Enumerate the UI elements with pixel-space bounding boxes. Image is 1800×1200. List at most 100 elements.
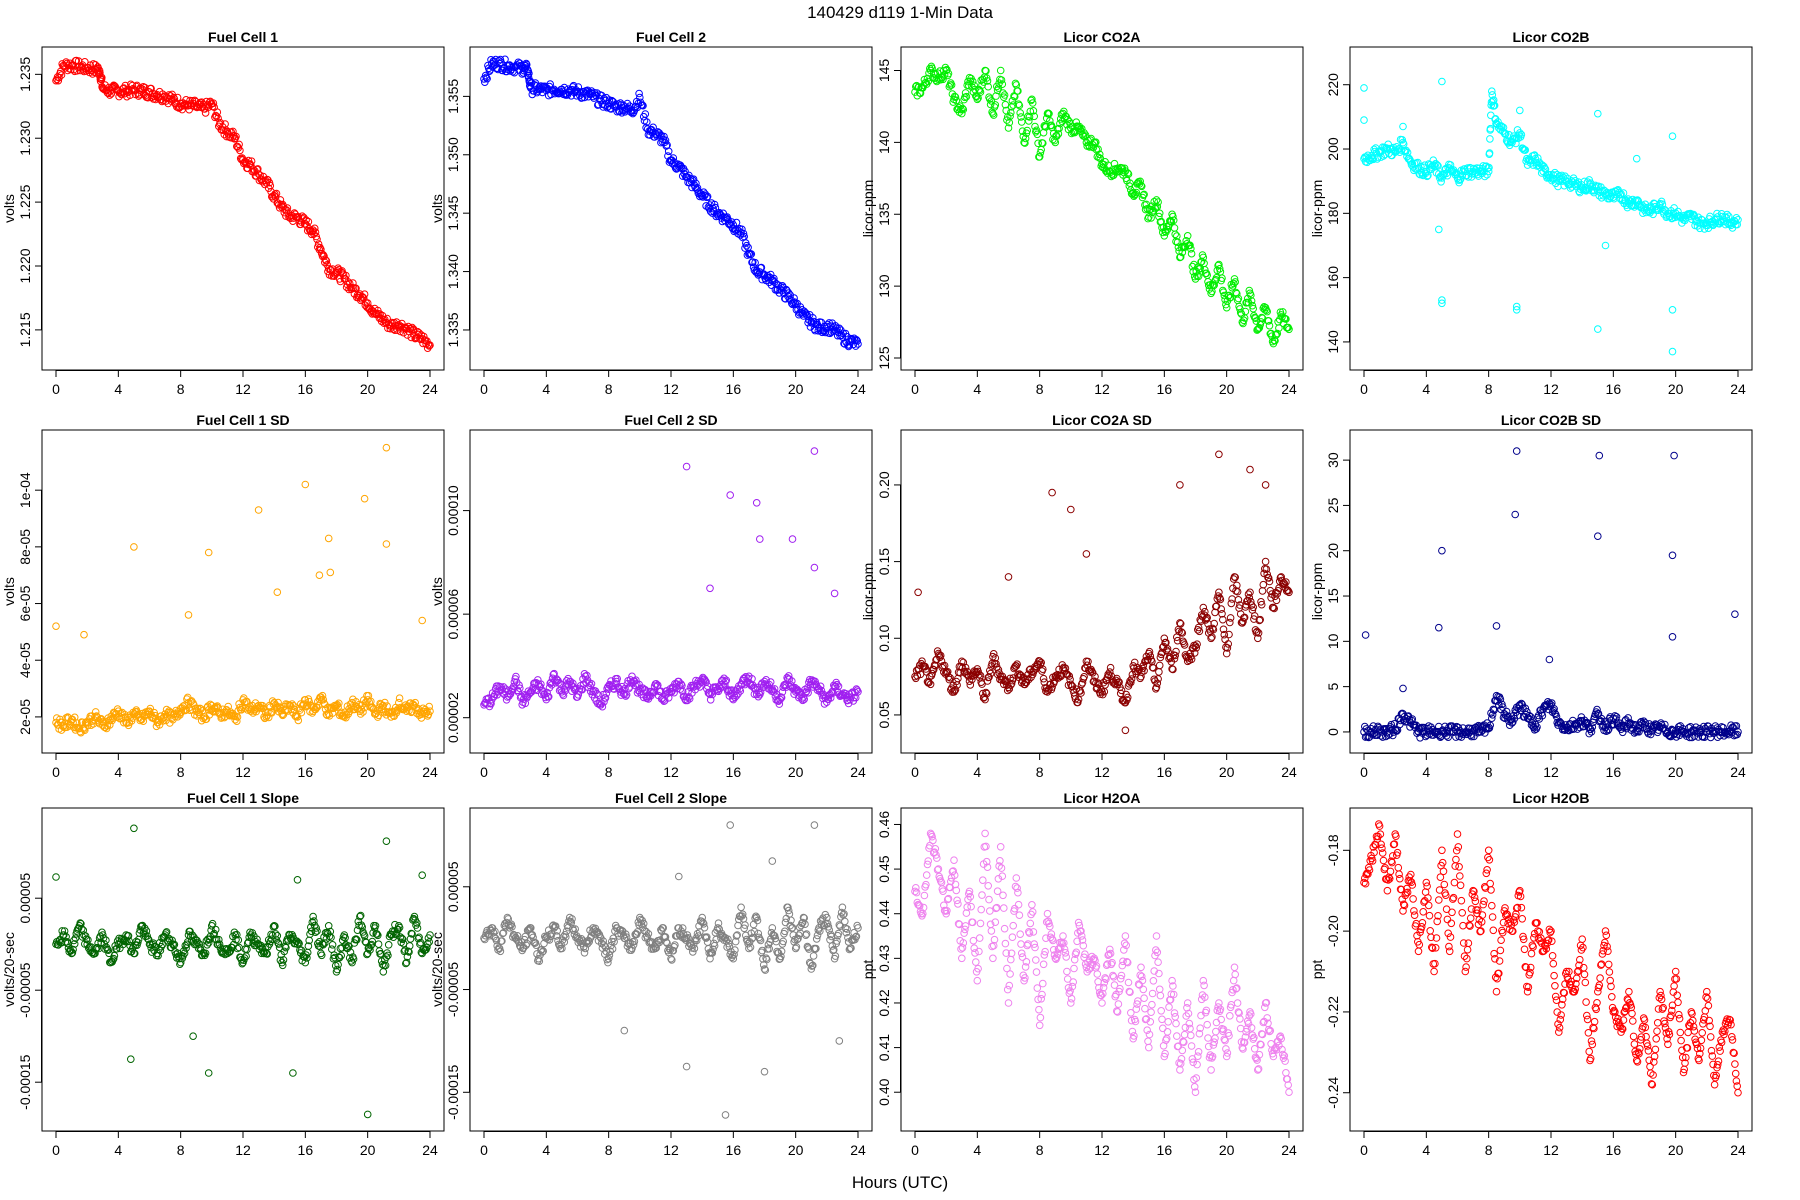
data-point (986, 95, 994, 103)
data-point (58, 927, 67, 935)
data-point (975, 670, 983, 679)
data-point (951, 93, 960, 101)
data-point (303, 702, 311, 710)
data-point (1262, 565, 1271, 574)
data-point (1032, 126, 1041, 135)
data-point (521, 699, 530, 708)
data-point (760, 965, 769, 973)
x-tick-label: 20 (788, 381, 804, 397)
data-point (1094, 679, 1102, 687)
data-point (1180, 641, 1189, 649)
data-point (208, 919, 217, 928)
y-tick-label: 0.15 (876, 548, 892, 575)
data-point (1116, 689, 1125, 698)
x-tick-label: 4 (1422, 381, 1430, 397)
data-point (1190, 649, 1199, 657)
data-point (1599, 721, 1607, 730)
data-point (374, 940, 383, 949)
data-point (1083, 661, 1091, 670)
data-point (1210, 619, 1218, 628)
y-tick-label: 1.220 (17, 248, 33, 283)
data-point (1481, 172, 1489, 181)
data-point (668, 156, 676, 164)
data-point (234, 936, 243, 944)
data-point (1166, 217, 1175, 225)
data-point (103, 945, 112, 954)
data-point (1611, 712, 1619, 720)
data-point (352, 284, 360, 293)
data-point (128, 81, 137, 90)
data-point (724, 215, 732, 224)
data-point (568, 915, 576, 923)
data-point (814, 327, 823, 335)
data-point (501, 55, 509, 64)
data-point (1492, 622, 1501, 630)
data-point (1030, 112, 1038, 121)
data-point (1257, 598, 1265, 606)
y-tick-label: 4e-05 (17, 642, 33, 678)
data-point (1256, 615, 1264, 624)
data-point (747, 250, 756, 258)
data-point (580, 949, 589, 957)
data-point (664, 147, 673, 156)
data-point (742, 241, 751, 250)
data-point (1545, 699, 1554, 708)
data-point (1186, 241, 1194, 250)
data-point (626, 107, 635, 116)
data-point (1249, 304, 1257, 313)
data-point (1668, 551, 1677, 560)
data-point (1486, 721, 1494, 730)
data-point (1034, 139, 1042, 148)
data-point (1036, 148, 1045, 157)
y-axis-label: volts/20-sec (429, 932, 445, 1007)
data-point (1176, 620, 1185, 628)
data-point (768, 857, 777, 865)
data-point (1210, 281, 1218, 289)
data-point (951, 685, 960, 694)
data-point (1399, 684, 1407, 693)
data-point (1615, 188, 1623, 197)
data-point (1513, 126, 1522, 134)
data-point (414, 934, 423, 943)
data-point (80, 931, 88, 940)
data-point (74, 924, 83, 932)
data-point (851, 693, 860, 702)
data-point (187, 697, 196, 705)
data-point (1241, 307, 1250, 316)
data-point (1266, 586, 1275, 595)
data-point (639, 684, 647, 693)
data-point (1234, 596, 1243, 604)
data-point (352, 935, 360, 943)
data-point (395, 923, 404, 932)
data-point (281, 942, 289, 951)
data-point (130, 949, 139, 958)
data-point (384, 941, 393, 949)
data-point (993, 670, 1002, 679)
data-point (1219, 288, 1228, 297)
data-point (80, 630, 88, 639)
x-tick-label: 4 (973, 764, 981, 780)
x-tick-label: 16 (726, 764, 742, 780)
data-point (413, 924, 422, 932)
data-point (1000, 91, 1009, 99)
data-point (346, 948, 355, 957)
x-tick-label: 12 (1543, 764, 1559, 780)
data-point (601, 694, 610, 702)
data-point (933, 69, 942, 77)
data-point (166, 95, 174, 103)
data-point (1517, 699, 1526, 708)
data-point (1488, 714, 1496, 723)
data-point (369, 929, 377, 937)
data-point (146, 704, 155, 713)
data-point (1686, 209, 1695, 218)
data-point (113, 945, 121, 953)
data-point (1389, 728, 1398, 736)
data-point (1106, 663, 1115, 672)
data-point (88, 712, 96, 720)
data-point (1489, 96, 1498, 104)
data-point (583, 939, 592, 948)
data-point (968, 675, 976, 684)
data-point (1442, 732, 1451, 740)
data-point (1262, 306, 1271, 315)
data-point (407, 333, 416, 342)
